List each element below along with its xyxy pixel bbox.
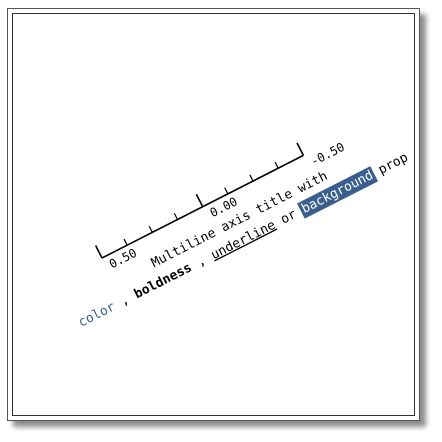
major-tick: [94, 245, 103, 259]
minor-tick: [123, 238, 128, 246]
minor-tick: [148, 225, 153, 233]
plot-border: [12, 13, 415, 416]
title-plain-text: prop: [369, 150, 411, 181]
axis-group: 0.500.00-0.50 Multiline axis title with …: [76, 140, 411, 331]
figure-frame: [7, 8, 420, 421]
minor-tick: [249, 174, 254, 182]
tick-label: -0.50: [308, 140, 347, 169]
ticks-layer: [94, 142, 305, 259]
title-color-word: color: [76, 299, 118, 330]
axis-title-line-2: color , boldness , underline or backgrou…: [76, 150, 411, 330]
tick-label: 0.50: [107, 246, 139, 272]
minor-tick: [274, 161, 279, 169]
major-tick: [296, 142, 305, 156]
minor-tick: [173, 213, 179, 220]
title-highlight-background: [297, 166, 379, 219]
minor-tick: [224, 187, 229, 195]
major-tick: [195, 193, 204, 208]
